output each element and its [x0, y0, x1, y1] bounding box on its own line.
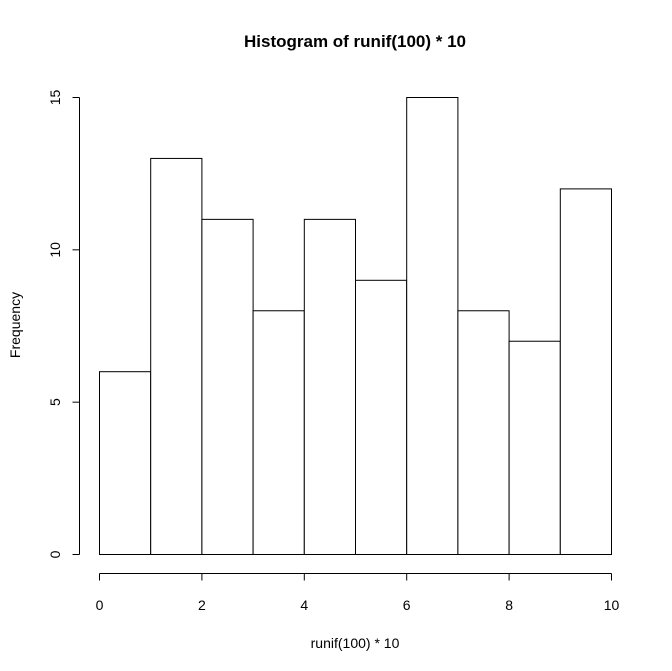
y-axis: 0 5 10 15 [47, 90, 80, 558]
histogram-bar-9 [559, 188, 612, 555]
histogram-bar-5 [355, 279, 408, 555]
x-tick-label-3: 6 [403, 597, 411, 613]
x-axis-label: runif(100) * 10 [311, 635, 400, 651]
x-tick-label-1: 2 [198, 597, 206, 613]
y-axis-label: Frequency [7, 292, 23, 358]
histogram-bar-1 [150, 157, 203, 556]
bars-group [99, 97, 612, 556]
x-tick-label-0: 0 [96, 597, 104, 613]
histogram-bar-8 [508, 340, 561, 555]
y-tick-label-2: 10 [47, 242, 63, 258]
histogram-bar-0 [99, 371, 152, 556]
histogram-bar-3 [252, 310, 305, 555]
histogram-bar-7 [457, 310, 510, 555]
y-tick-label-0: 0 [47, 550, 63, 558]
chart-title: Histogram of runif(100) * 10 [244, 32, 466, 51]
x-axis: 0 2 4 6 8 10 [96, 573, 620, 613]
y-tick-label-1: 5 [47, 398, 63, 406]
x-tick-label-4: 8 [505, 597, 513, 613]
x-tick-label-2: 4 [300, 597, 308, 613]
histogram-bar-6 [406, 97, 459, 555]
histogram-bar-4 [303, 218, 356, 555]
x-tick-label-5: 10 [604, 597, 620, 613]
histogram-bar-2 [201, 218, 254, 555]
y-tick-label-3: 15 [47, 90, 63, 106]
